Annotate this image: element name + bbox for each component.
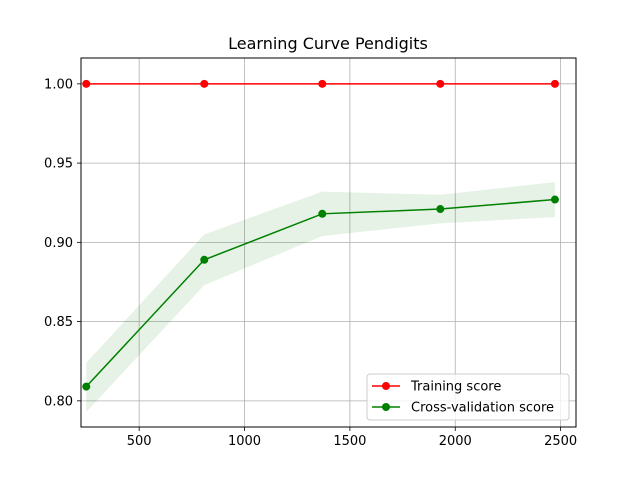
axis-ticks: 500 1000 1500 2000 2500 0.80 0.85 0.90 0.95 1.00 [44,77,577,449]
data-point-cross-validation [82,382,91,391]
legend-label-training: Training score [410,380,501,395]
y-tick-label: 1.00 [44,77,73,92]
data-point-cross-validation [200,255,209,264]
confidence-band-cross-validation [86,182,555,412]
data-point-cross-validation [436,205,445,214]
chart-title: Learning Curve Pendigits [228,34,428,53]
confidence-bands [86,182,555,412]
data-point-training [436,79,445,88]
x-tick-label: 2000 [439,434,472,449]
legend-box [366,373,570,421]
data-point-training [200,79,209,88]
data-point-cross-validation [318,209,327,218]
legend: Training score Cross-validation score [366,373,570,421]
x-tick-label: 500 [127,434,152,449]
y-tick-label: 0.90 [44,236,73,251]
series-lines [82,79,559,391]
y-tick-label: 0.85 [44,315,73,330]
legend-marker-training [382,382,390,390]
x-tick-label: 1000 [228,434,261,449]
x-tick-label: 1500 [333,434,366,449]
x-tick-label: 2500 [544,434,577,449]
legend-label-cross-validation: Cross-validation score [411,401,554,416]
data-point-training [318,79,327,88]
y-tick-label: 0.95 [44,157,73,172]
legend-marker-cross-validation [382,403,390,411]
data-point-training [550,79,559,88]
y-tick-label: 0.80 [44,394,73,409]
data-point-training [82,79,91,88]
data-point-cross-validation [550,195,559,204]
